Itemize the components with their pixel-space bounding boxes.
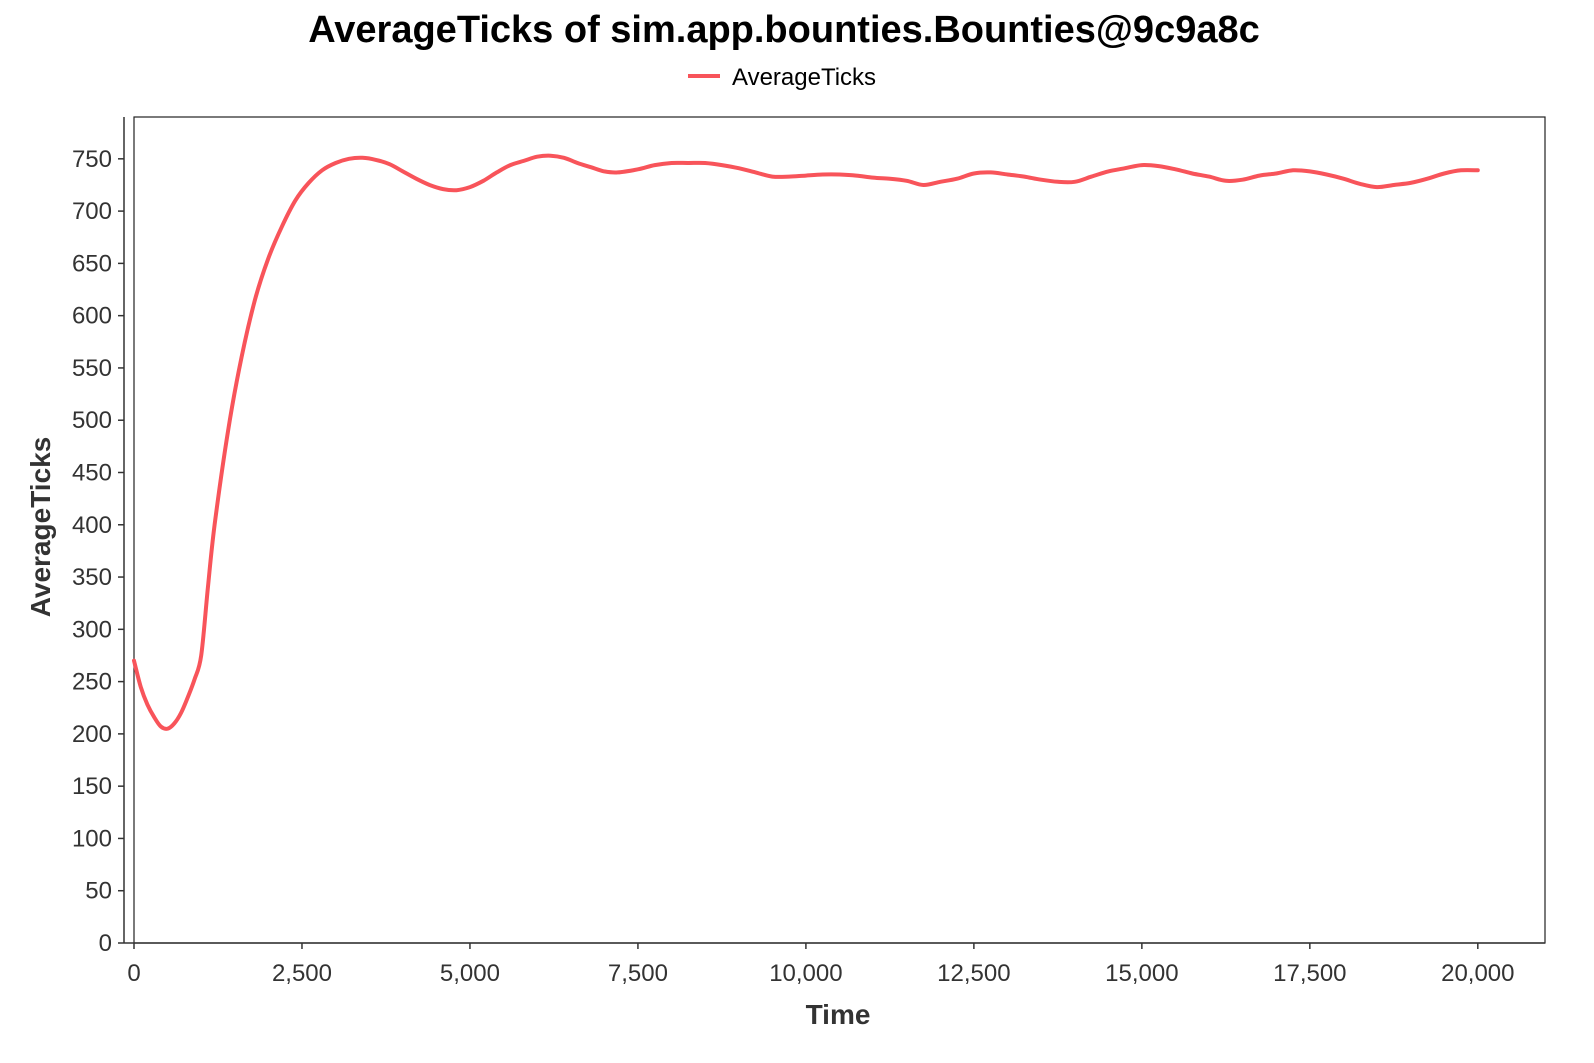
y-tick-label: 150 (72, 773, 112, 800)
series-line-averageticks (132, 153, 1480, 731)
legend-label: AverageTicks (732, 64, 876, 91)
plot-frame (133, 116, 1546, 944)
x-tick-label: 15,000 (1105, 960, 1178, 987)
x-tick-label: 5,000 (440, 960, 500, 987)
y-tick-label: 550 (72, 355, 112, 382)
series-layer (132, 153, 1480, 731)
x-axis-title: Time (806, 999, 871, 1030)
chart-title: AverageTicks of sim.app.bounties.Bountie… (308, 9, 1259, 51)
y-axis-title: AverageTicks (25, 437, 56, 618)
y-tick-label: 650 (72, 250, 112, 277)
y-tick-label: 700 (72, 198, 112, 225)
y-tick-label: 750 (72, 146, 112, 173)
y-tick-label: 600 (72, 303, 112, 330)
y-tick-label: 50 (85, 878, 112, 905)
y-tick-label: 100 (72, 825, 112, 852)
x-tick-label: 20,000 (1441, 960, 1514, 987)
y-tick-label: 450 (72, 459, 112, 486)
x-tick-label: 17,500 (1273, 960, 1346, 987)
y-tick-label: 0 (99, 930, 112, 957)
x-tick-label: 12,500 (937, 960, 1010, 987)
x-tick-label: 10,000 (769, 960, 842, 987)
x-axis: 0 2,500 5,000 7,500 10,000 12,500 15,000 17,500… (124, 942, 1545, 987)
y-tick-label: 400 (72, 512, 112, 539)
x-tick-label: 7,500 (608, 960, 668, 987)
y-tick-label: 200 (72, 721, 112, 748)
x-tick-label: 0 (127, 960, 140, 987)
y-tick-label: 300 (72, 616, 112, 643)
x-tick-label: 2,500 (272, 960, 332, 987)
y-tick-label: 350 (72, 564, 112, 591)
y-tick-label: 500 (72, 407, 112, 434)
y-axis: 0 50 100 150 200 250 300 350 400 450 500 550 600 650 7… (72, 117, 125, 957)
y-tick-label: 250 (72, 669, 112, 696)
legend: AverageTicks (688, 64, 876, 91)
